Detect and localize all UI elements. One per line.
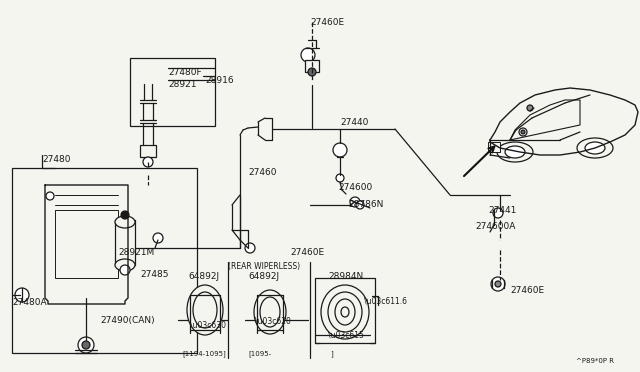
Bar	[488, 142, 500, 152]
Ellipse shape	[585, 142, 605, 154]
Text: 27440: 27440	[340, 118, 369, 127]
Circle shape	[333, 143, 347, 157]
Text: \u03c611.6: \u03c611.6	[364, 296, 407, 305]
Circle shape	[495, 281, 501, 287]
Text: 64892J: 64892J	[248, 272, 279, 281]
Circle shape	[519, 128, 527, 136]
Text: 274600: 274600	[338, 183, 372, 192]
Text: 28786N: 28786N	[348, 200, 383, 209]
Ellipse shape	[193, 292, 217, 328]
Circle shape	[78, 337, 94, 353]
Text: 64892J: 64892J	[188, 272, 219, 281]
Circle shape	[491, 277, 505, 291]
Text: 28984N: 28984N	[328, 272, 364, 281]
Circle shape	[521, 130, 525, 134]
Text: \u03c620: \u03c620	[255, 316, 291, 325]
Text: 28916: 28916	[205, 76, 234, 85]
Circle shape	[356, 201, 364, 209]
Circle shape	[245, 243, 255, 253]
Circle shape	[15, 288, 29, 302]
Circle shape	[527, 105, 533, 111]
Circle shape	[153, 233, 163, 243]
Ellipse shape	[254, 290, 286, 334]
Text: 27460: 27460	[248, 168, 276, 177]
Text: 28921: 28921	[168, 80, 196, 89]
Bar	[315, 278, 375, 343]
Text: 27460E: 27460E	[290, 248, 324, 257]
Text: \u03c630: \u03c630	[190, 320, 226, 329]
Ellipse shape	[187, 285, 223, 335]
Circle shape	[142, 72, 154, 84]
Text: 28921M: 28921M	[118, 248, 154, 257]
Text: 274600A: 274600A	[475, 222, 515, 231]
Circle shape	[143, 157, 153, 167]
Text: (REAR WIPERLESS): (REAR WIPERLESS)	[228, 262, 300, 271]
Text: 27490(CAN): 27490(CAN)	[100, 316, 155, 325]
Text: 27480F: 27480F	[168, 68, 202, 77]
Bar	[140, 145, 156, 157]
Text: 27441: 27441	[488, 206, 516, 215]
Ellipse shape	[335, 299, 355, 325]
Text: 27480A: 27480A	[12, 298, 47, 307]
Text: 27485: 27485	[140, 270, 168, 279]
Bar	[305, 60, 319, 72]
Text: ^P89*0P R: ^P89*0P R	[576, 358, 614, 364]
Ellipse shape	[140, 63, 156, 73]
Circle shape	[308, 68, 316, 76]
Text: 27460E: 27460E	[510, 286, 544, 295]
Text: [1194-1095]: [1194-1095]	[182, 350, 226, 357]
Ellipse shape	[505, 146, 525, 158]
Bar	[130, 58, 215, 126]
Circle shape	[350, 197, 360, 207]
Circle shape	[121, 211, 129, 219]
Circle shape	[46, 192, 54, 200]
Bar	[115, 220, 135, 265]
Bar	[55, 210, 118, 278]
Text: ]: ]	[330, 350, 333, 357]
Text: [1095-: [1095-	[248, 350, 271, 357]
Ellipse shape	[328, 292, 362, 332]
Circle shape	[120, 265, 130, 275]
Ellipse shape	[115, 216, 135, 228]
Ellipse shape	[260, 297, 280, 327]
Ellipse shape	[143, 65, 153, 71]
Ellipse shape	[497, 142, 533, 162]
Circle shape	[144, 74, 152, 82]
Circle shape	[336, 174, 344, 182]
Bar	[12, 168, 197, 353]
Ellipse shape	[321, 285, 369, 339]
Ellipse shape	[115, 259, 135, 271]
Ellipse shape	[341, 307, 349, 317]
Circle shape	[301, 48, 315, 62]
Ellipse shape	[577, 138, 613, 158]
Text: 27480: 27480	[42, 155, 70, 164]
Circle shape	[82, 341, 90, 349]
Text: \u03c615: \u03c615	[328, 330, 364, 339]
Text: 27460E: 27460E	[310, 18, 344, 27]
Circle shape	[493, 208, 503, 218]
